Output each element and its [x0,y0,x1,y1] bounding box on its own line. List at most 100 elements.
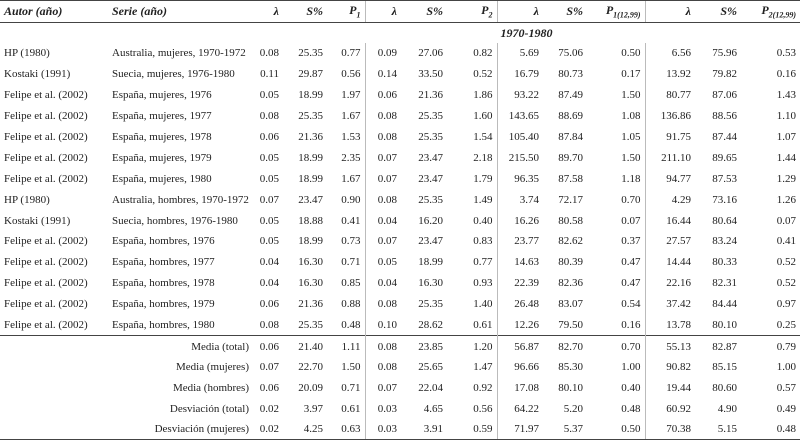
value-cell: 27.57 [644,231,695,252]
value-cell: 3.97 [303,402,323,415]
value-cell: 1.40 [473,298,493,311]
value-cell: 0.04 [259,277,279,290]
value-cell: 80.60 [712,381,737,394]
value-cell: 3.91 [401,418,447,440]
value-cell: 80.58 [558,214,583,227]
value-cell: 82.62 [558,235,583,248]
value-cell: 0.49 [776,402,796,415]
value-cell: 0.48 [621,402,641,415]
value-cell: 55.13 [644,335,695,358]
header-symbol: S% [720,4,737,18]
value-cell: 1.08 [621,110,641,123]
value-cell: 1.00 [776,361,796,374]
value-cell: 80.10 [558,381,583,394]
author-cell: Felipe et al. (2002) [4,277,88,290]
value-cell: 0.03 [364,418,401,440]
value-cell: 0.16 [776,68,796,81]
value-cell: 1.43 [776,89,796,102]
summary-label: Media (mujeres) [176,361,249,374]
author-cell: Felipe et al. (2002) [4,172,88,185]
header-cell: Serie (año) [108,0,253,23]
value-cell: 0.07 [776,214,796,227]
author-cell: Felipe et al. (2002) [4,151,88,164]
value-cell: 0.08 [364,189,401,211]
value-cell: 64.22 [496,398,543,419]
header-symbol: λ [685,4,691,18]
value-cell: 1.50 [341,361,361,374]
series-cell: Australia, hombres, 1970-1972 [112,193,249,206]
value-cell: 87.49 [558,89,583,102]
author-cell: Kostaki (1991) [4,68,71,81]
value-cell: 37.42 [644,293,695,315]
value-cell: 18.99 [298,172,323,185]
header-cell: P1 [327,0,365,23]
value-cell: 14.63 [496,251,543,273]
value-cell: 0.05 [364,251,401,273]
value-cell: 1.07 [776,131,796,143]
value-cell: 4.65 [423,402,443,415]
value-cell: 4.90 [717,402,737,415]
summary-label: Desviación (total) [169,402,249,415]
series-cell: España, mujeres, 1977 [112,110,212,123]
value-cell: 0.48 [341,319,361,332]
value-cell: 0.52 [776,277,796,290]
value-cell: 0.03 [364,398,401,419]
value-cell: 0.08 [259,47,279,60]
value-cell: 4.25 [283,418,327,440]
header-subscript: 2 [488,10,493,20]
value-cell: 4.29 [644,189,695,211]
value-cell: 0.71 [341,256,361,269]
value-cell: 1.05 [621,131,641,143]
value-cell: 0.37 [621,235,641,248]
series-cell: Suecia, hombres, 1976-1980 [112,214,238,227]
header-cell: P2 [447,0,497,23]
author-cell: Felipe et al. (2002) [4,235,88,248]
series-cell: España, hombres, 1976 [112,235,215,248]
value-cell: 0.16 [621,319,641,332]
value-cell: 1.00 [621,361,641,374]
value-cell: 79.50 [558,319,583,332]
value-cell: 0.08 [259,319,279,332]
value-cell: 0.92 [473,381,493,394]
data-row: Felipe et al. (2002) España, mujeres, 198… [0,168,800,190]
value-cell: 91.75 [644,126,695,148]
summary-label: Desviación (mujeres) [0,418,253,440]
value-cell: 96.66 [496,357,543,378]
header-symbol: P [481,3,489,18]
value-cell: 18.99 [298,89,323,102]
value-cell: 16.20 [418,214,443,227]
value-cell: 18.88 [298,214,323,227]
value-cell: 83.24 [712,235,737,248]
value-cell: 0.88 [341,298,361,311]
author-cell: Felipe et al. (2002) [4,131,88,143]
value-cell: 25.65 [418,361,443,374]
value-cell: 1.11 [327,335,365,358]
value-cell: 0.93 [473,277,493,290]
header-cell: λ [644,0,695,23]
value-cell: 1.79 [473,172,493,185]
value-cell: 0.06 [259,298,279,311]
author-cell: Felipe et al. (2002) [4,110,88,123]
value-cell: 0.56 [473,402,493,415]
header-subscript: 2(12,99) [768,10,796,20]
value-cell: 80.33 [712,256,737,269]
value-cell: 13.78 [644,314,695,336]
value-cell: 17.08 [496,377,543,399]
value-cell: 0.05 [259,89,279,102]
value-cell: 3.74 [496,189,543,211]
value-cell: 96.35 [496,168,543,190]
value-cell: 0.04 [364,272,401,294]
value-cell: 1.50 [621,89,641,102]
value-cell: 23.47 [418,172,443,185]
value-cell: 0.04 [364,210,401,232]
data-row: Felipe et al. (2002) España, hombres, 197… [0,293,800,315]
value-cell: 0.05 [259,235,279,248]
value-cell: 25.35 [298,319,323,332]
series-cell: España, mujeres, 1976 [112,89,212,102]
value-cell: 0.07 [621,214,641,227]
value-cell: 75.06 [558,47,583,60]
value-cell: 0.06 [364,84,401,106]
value-cell: 0.41 [341,214,361,227]
header-subscript: 1 [356,10,361,20]
value-cell: 0.47 [621,256,641,269]
